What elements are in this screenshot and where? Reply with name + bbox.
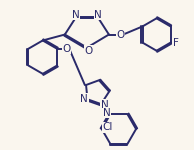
Text: N: N	[94, 10, 102, 20]
Text: N: N	[103, 108, 111, 118]
Text: O: O	[84, 46, 92, 56]
Text: N: N	[80, 94, 88, 103]
Text: Cl: Cl	[102, 122, 113, 132]
Text: N: N	[72, 10, 80, 20]
Text: O: O	[62, 44, 70, 54]
Text: F: F	[173, 38, 179, 48]
Text: N: N	[100, 100, 108, 110]
Text: O: O	[116, 30, 125, 39]
